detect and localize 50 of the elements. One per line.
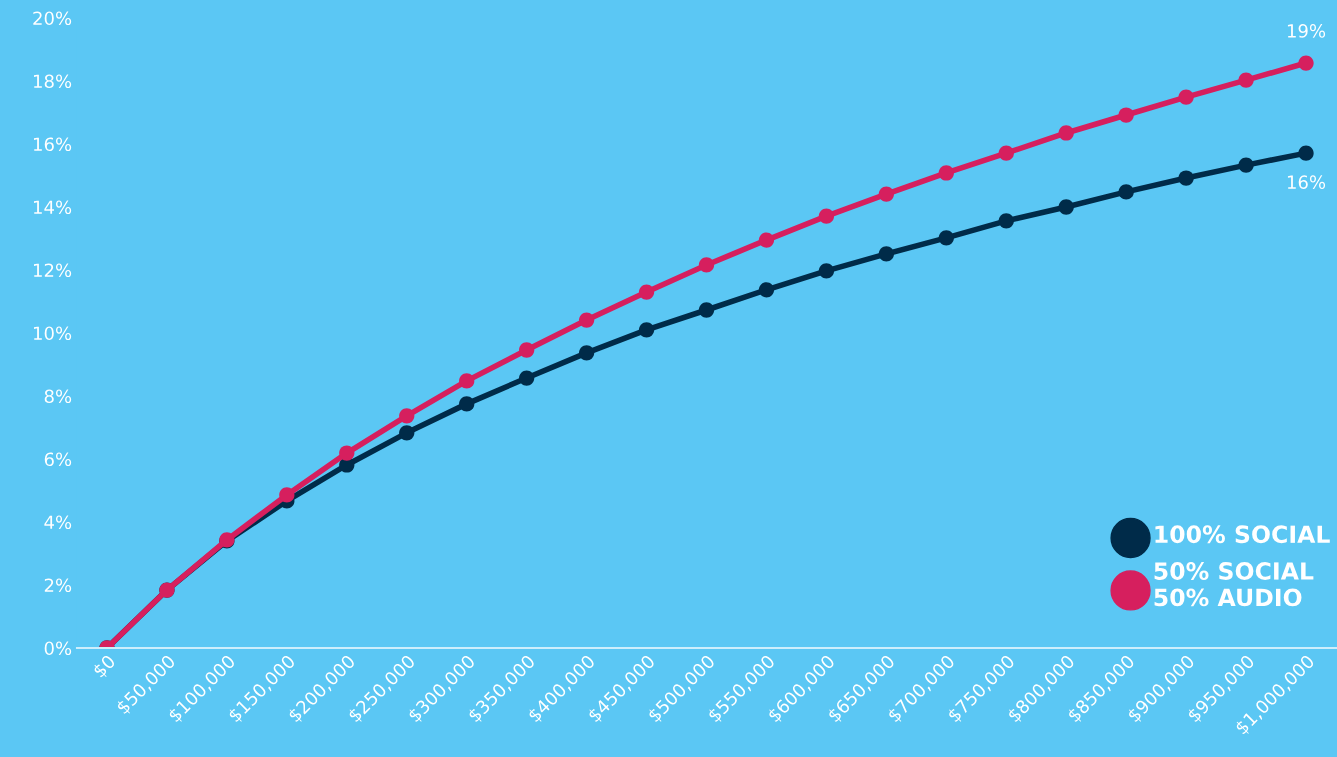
point bbox=[638, 322, 655, 338]
point bbox=[578, 312, 595, 328]
y-tick-label: 20% bbox=[33, 11, 72, 26]
point bbox=[279, 487, 295, 503]
point bbox=[459, 373, 475, 389]
point bbox=[758, 282, 775, 298]
data-label: 19% bbox=[1287, 24, 1326, 38]
point bbox=[818, 208, 835, 224]
point bbox=[1298, 145, 1314, 161]
y-tick-label: 10% bbox=[33, 326, 72, 341]
point bbox=[1058, 199, 1074, 215]
point bbox=[1058, 125, 1074, 141]
point bbox=[1178, 89, 1194, 105]
point bbox=[938, 165, 954, 181]
point bbox=[459, 396, 475, 412]
y-tick-label: 16% bbox=[33, 137, 72, 152]
legend-label: 100% SOCIAL bbox=[1155, 525, 1330, 544]
y-tick-label: 4% bbox=[44, 515, 72, 530]
x-tick-label: $0 bbox=[91, 653, 118, 680]
point bbox=[1238, 157, 1254, 173]
point bbox=[638, 284, 655, 300]
point bbox=[519, 342, 535, 358]
point bbox=[1178, 170, 1194, 186]
y-tick-label: 8% bbox=[44, 389, 72, 404]
point bbox=[399, 425, 415, 441]
y-tick-label: 0% bbox=[44, 641, 72, 656]
point bbox=[878, 246, 894, 262]
y-tick-label: 12% bbox=[33, 263, 72, 278]
point bbox=[1298, 55, 1314, 71]
point bbox=[758, 232, 775, 248]
y-tick-label: 6% bbox=[44, 452, 72, 467]
point bbox=[998, 213, 1014, 229]
point bbox=[1238, 72, 1254, 88]
point bbox=[878, 186, 894, 202]
point bbox=[339, 445, 355, 461]
point bbox=[938, 230, 954, 246]
y-tick-label: 14% bbox=[33, 200, 72, 215]
point bbox=[818, 263, 835, 279]
point bbox=[578, 345, 595, 361]
point bbox=[698, 302, 715, 318]
point bbox=[1118, 184, 1134, 200]
point bbox=[998, 145, 1014, 161]
point bbox=[519, 370, 535, 386]
legend-label: 50% SOCIAL 50% AUDIO bbox=[1154, 562, 1314, 607]
y-tick-label: 2% bbox=[44, 578, 72, 593]
point bbox=[1118, 107, 1134, 123]
data-label: 16% bbox=[1287, 175, 1326, 189]
point bbox=[399, 408, 415, 424]
point bbox=[698, 257, 715, 273]
y-tick-label: 18% bbox=[33, 74, 72, 89]
